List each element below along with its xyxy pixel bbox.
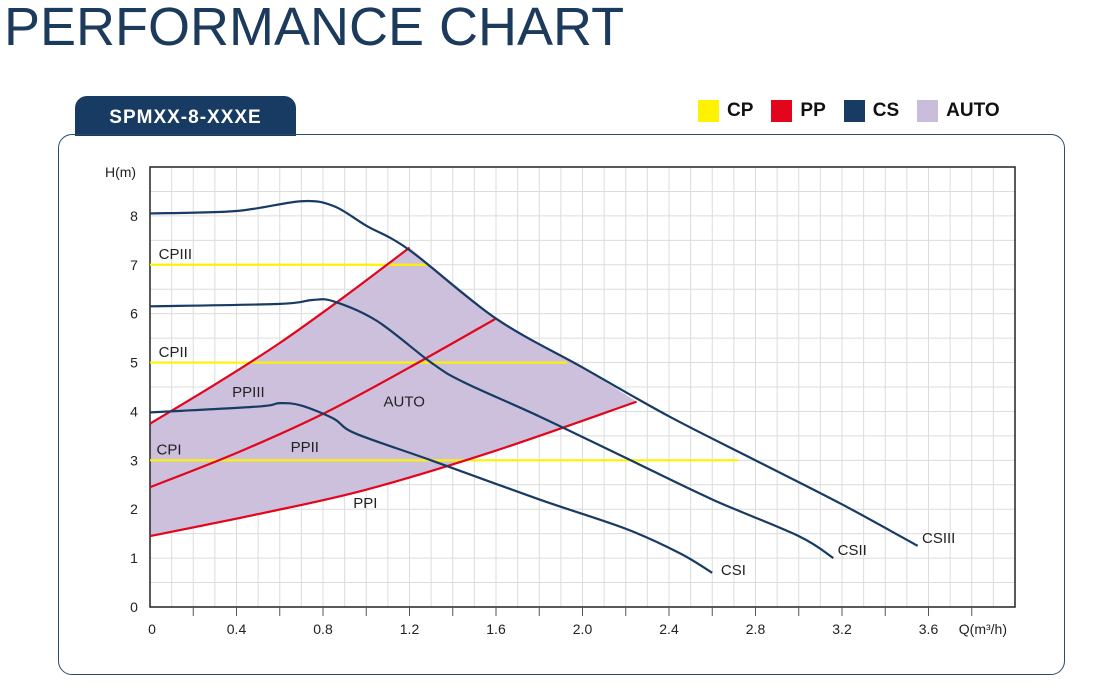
legend-label: AUTO (946, 100, 1000, 121)
legend-item-cs: CS (843, 100, 900, 122)
y-tick-label: 5 (130, 355, 138, 371)
curve-label-cpii: CPII (159, 344, 188, 361)
legend-swatch (698, 100, 719, 122)
x-tick-label: 2.4 (659, 621, 679, 637)
x-tick-label: 0.8 (313, 621, 333, 637)
x-tick-label: 0.4 (227, 621, 247, 637)
legend-label: CP (727, 100, 754, 121)
curve-csiii (149, 199, 919, 547)
curve-label-cpi: CPI (156, 442, 181, 459)
page-title: PERFORMANCE CHART (4, 0, 625, 57)
x-tick-label: 1.6 (486, 621, 506, 637)
y-tick-label: 6 (130, 306, 138, 322)
x-axis-label: Q(m³/h) (959, 621, 1007, 637)
y-tick-label: 8 (130, 208, 138, 224)
chart-frame (58, 134, 1065, 675)
curve-ppi (149, 400, 637, 538)
curve-ppiii (149, 246, 411, 425)
y-tick-label: 2 (130, 501, 138, 517)
y-tick-label: 1 (130, 550, 138, 566)
legend-swatch (771, 100, 793, 122)
x-tick-label: 2.8 (746, 621, 766, 637)
legend-label: CS (872, 100, 900, 121)
legend-swatch (843, 100, 865, 122)
x-tick-label: 0 (148, 621, 156, 637)
auto-region-label: AUTO (384, 394, 425, 411)
x-tick-label: 3.2 (832, 621, 852, 637)
curve-label-csii: CSII (838, 542, 867, 559)
legend-label: PP (800, 100, 826, 121)
legend-item-pp: PP (771, 100, 826, 122)
y-tick-label: 7 (130, 257, 138, 273)
y-tick-label: 3 (130, 452, 138, 468)
legend: CP PP CS AUTO (698, 100, 1018, 122)
x-tick-label: 1.2 (400, 621, 420, 637)
curve-label-ppiii: PPIII (232, 384, 265, 401)
curve-label-cpiii: CPIII (159, 246, 192, 263)
y-tick-label: 4 (130, 403, 138, 419)
legend-item-auto: AUTO (917, 100, 1000, 122)
curve-label-ppi: PPI (353, 495, 377, 512)
curve-csi (149, 401, 713, 574)
curve-label-ppii: PPII (291, 439, 319, 456)
x-tick-label: 2.0 (573, 621, 593, 637)
y-axis-label: H(m) (105, 164, 136, 180)
model-tab[interactable]: SPMXX-8-XXXE (75, 96, 296, 136)
curve-label-csi: CSI (721, 562, 746, 579)
auto-region (150, 247, 637, 537)
x-tick-label: 3.6 (919, 621, 939, 637)
y-tick-label: 0 (130, 599, 138, 615)
curve-label-csiii: CSIII (922, 530, 955, 547)
legend-item-cp: CP (698, 100, 753, 122)
legend-swatch (917, 100, 939, 122)
curve-csii (149, 298, 834, 560)
